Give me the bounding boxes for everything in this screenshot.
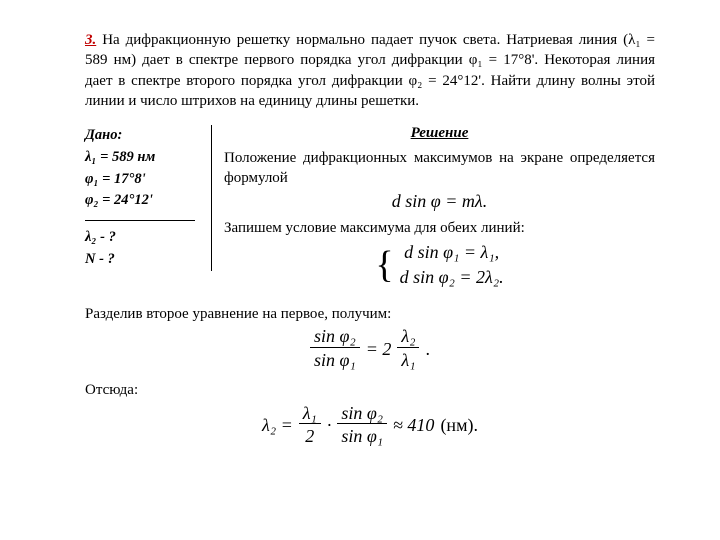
- formula-main-text: d sin φ = mλ.: [392, 191, 487, 211]
- frac-den-3: 2: [299, 424, 321, 448]
- given-line-2: φ₁ = 17°8': [85, 169, 205, 191]
- approx-value: ≈ 410: [393, 415, 434, 436]
- solution-block: Решение Положение дифракционных максимум…: [212, 125, 655, 296]
- frac-num-4: sin φ₂: [337, 403, 387, 425]
- frac-den-2: λ₁: [397, 348, 419, 372]
- brace-icon: {: [375, 248, 393, 282]
- solution-text-3: Разделив второе уравнение на первое, пол…: [85, 304, 655, 324]
- formula-result: λ₂ = λ₁ 2 · sin φ₂ sin φ₁ ≈ 410 (нм).: [85, 403, 655, 449]
- given-block: Дано: λ₁ = 589 нм φ₁ = 17°8' φ₂ = 24°12'…: [85, 125, 212, 271]
- period: .: [425, 339, 430, 360]
- solution-title: Решение: [224, 125, 655, 142]
- result-unit: (нм).: [440, 415, 478, 436]
- frac-den-4: sin φ₁: [337, 424, 387, 448]
- formula-ratio: sin φ₂ sin φ₁ = 2 λ₂ λ₁ .: [85, 326, 655, 372]
- given-unknown-2: N - ?: [85, 249, 205, 271]
- frac-num: sin φ₂: [310, 326, 360, 348]
- system-row-2: d sin φ₂ = 2λ₂.: [400, 265, 504, 290]
- frac-num-3: λ₁: [299, 403, 321, 425]
- formula-system: { d sin φ₁ = λ₁, d sin φ₂ = 2λ₂.: [224, 240, 655, 290]
- frac-num-2: λ₂: [397, 326, 419, 348]
- given-title: Дано:: [85, 125, 205, 147]
- system-row-1: d sin φ₁ = λ₁,: [400, 240, 504, 265]
- lambda2-eq: λ₂ =: [262, 415, 293, 436]
- solution-text-2: Запишем условие максимума для обеих лини…: [224, 218, 655, 238]
- problem-statement: 3. На дифракционную решетку нормально па…: [85, 30, 655, 111]
- problem-number: 3.: [85, 32, 96, 48]
- given-unknown-1: λ₂ - ?: [85, 227, 205, 249]
- cdot: ·: [327, 415, 332, 436]
- fraction-sin-2: sin φ₂ sin φ₁: [337, 403, 387, 449]
- frac-den: sin φ₁: [310, 348, 360, 372]
- problem-text: На дифракционную решетку нормально падае…: [85, 32, 655, 109]
- solution-text-4: Отсюда:: [85, 380, 655, 400]
- fraction-half: λ₁ 2: [299, 403, 321, 449]
- fraction-sin: sin φ₂ sin φ₁: [310, 326, 360, 372]
- solution-text-1: Положение дифракционных максимумов на эк…: [224, 148, 655, 189]
- given-line-1: λ₁ = 589 нм: [85, 147, 205, 169]
- fraction-lambda: λ₂ λ₁: [397, 326, 419, 372]
- given-divider: [85, 220, 195, 221]
- formula-main: d sin φ = mλ.: [224, 191, 655, 212]
- given-line-3: φ₂ = 24°12': [85, 190, 205, 212]
- equals-2: = 2: [366, 339, 392, 360]
